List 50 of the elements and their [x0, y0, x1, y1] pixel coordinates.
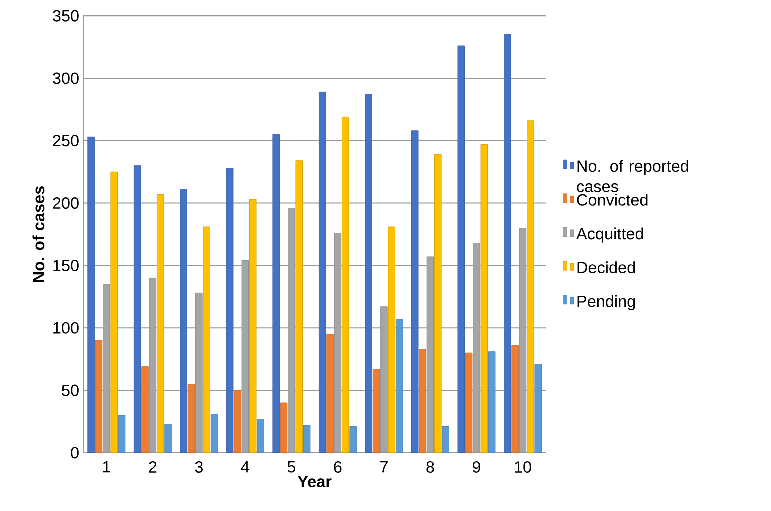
y-axis-title: No. of cases: [32, 186, 45, 282]
y-tick-label: 100: [54, 322, 79, 334]
y-tick-label: 0: [71, 447, 79, 459]
x-tick-label: 1: [103, 462, 110, 473]
x-tick-label: 10: [515, 462, 532, 474]
bar: [434, 154, 442, 454]
x-tick-label: 4: [241, 462, 250, 473]
x-tick-label: 6: [334, 462, 342, 474]
x-tick-label: 5: [288, 462, 296, 473]
bar: [488, 352, 496, 454]
bar: [250, 199, 257, 454]
x-tick-label: 3: [195, 462, 203, 474]
bar: [88, 137, 95, 454]
legend-label: No. of reported cases: [577, 160, 688, 193]
bar: [303, 425, 311, 454]
bar: [156, 194, 164, 454]
legend-label: Convicted: [577, 194, 648, 206]
x-tick-label: 7: [380, 462, 388, 473]
x-axis-title: Year: [298, 476, 332, 488]
bar: [296, 160, 303, 454]
y-tick-label: 50: [62, 384, 79, 396]
bar: [110, 172, 118, 454]
bar: [534, 364, 542, 454]
bar: [527, 120, 534, 454]
legend-label: Decided: [578, 262, 636, 274]
bar: [234, 390, 242, 454]
bar: [480, 144, 488, 454]
y-tick-label: 350: [53, 10, 79, 22]
bar: [257, 419, 264, 454]
x-tick-label: 2: [149, 462, 157, 473]
bar: [326, 334, 334, 454]
x-tick-label: 9: [472, 462, 480, 474]
bar: [419, 349, 426, 454]
y-tick-label: 200: [53, 198, 79, 210]
y-tick-label: 250: [53, 135, 79, 147]
bar: [210, 414, 218, 454]
bar: [118, 415, 126, 454]
bar: [142, 366, 149, 454]
bar: [442, 426, 450, 454]
legend-label: Acquitted: [576, 228, 644, 244]
x-tick-label: 8: [426, 462, 434, 474]
bar: [164, 424, 172, 454]
bar: [350, 426, 357, 454]
legend-label: Pending: [578, 295, 636, 311]
bar: [342, 117, 350, 454]
y-tick-label: 300: [53, 72, 79, 84]
y-tick-label: 150: [54, 260, 79, 272]
bar: [203, 226, 210, 454]
bar: [388, 226, 396, 454]
bar: [396, 319, 404, 454]
